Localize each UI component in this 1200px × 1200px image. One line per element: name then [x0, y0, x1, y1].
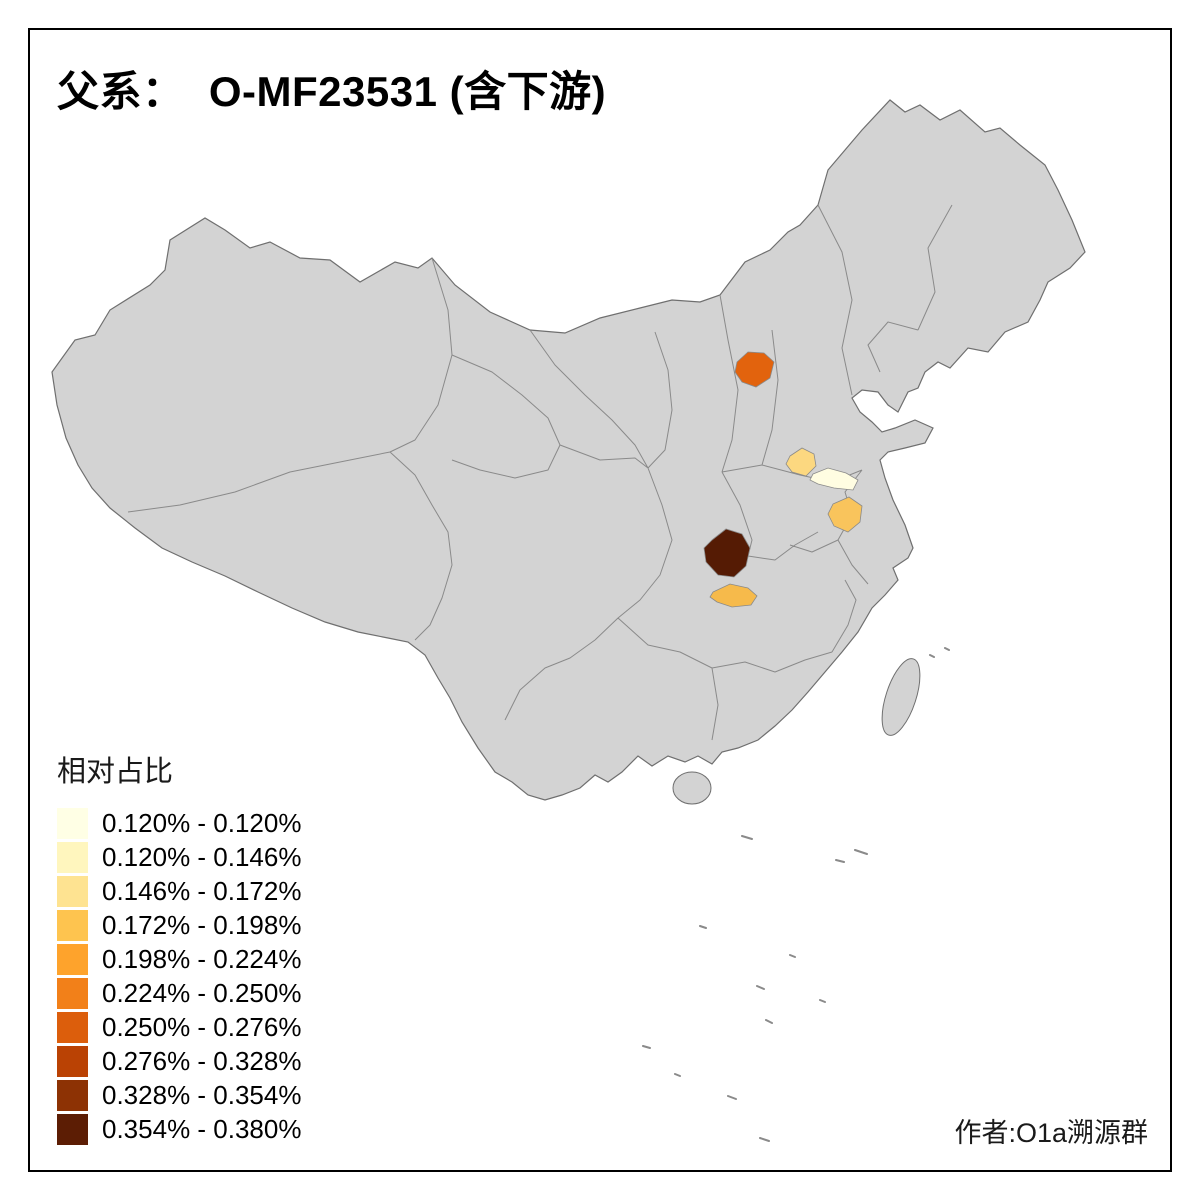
legend-item: 0.276% - 0.328%: [57, 1044, 301, 1078]
legend-label: 0.354% - 0.380%: [102, 1113, 302, 1144]
legend-label: 0.276% - 0.328%: [102, 1045, 302, 1076]
legend-label: 0.250% - 0.276%: [102, 1011, 302, 1042]
page-title: 父系： O-MF23531 (含下游): [57, 68, 607, 115]
legend-label: 0.120% - 0.120%: [102, 807, 302, 838]
legend-swatch: [57, 841, 88, 873]
author-credit: 作者:O1a溯源群: [954, 1118, 1148, 1148]
legend-label: 0.328% - 0.354%: [102, 1079, 302, 1110]
legend-item: 0.120% - 0.146%: [57, 840, 301, 874]
legend-label: 0.224% - 0.250%: [102, 977, 302, 1008]
legend-item: 0.328% - 0.354%: [57, 1078, 301, 1112]
taiwan-island: [881, 658, 921, 736]
legend-item: 0.198% - 0.224%: [57, 942, 301, 976]
highlight-region-shanxi: [734, 351, 775, 388]
legend-swatch: [57, 977, 88, 1009]
legend-label: 0.172% - 0.198%: [102, 909, 302, 940]
highlight-region-anhui: [827, 496, 863, 533]
legend-item: 0.354% - 0.380%: [57, 1112, 301, 1146]
legend-swatch: [57, 807, 88, 839]
legend-swatch: [57, 943, 88, 975]
legend-label: 0.198% - 0.224%: [102, 943, 302, 974]
legend-item: 0.224% - 0.250%: [57, 976, 301, 1010]
legend-swatch: [57, 909, 88, 941]
legend-swatch: [57, 1079, 88, 1111]
legend-label: 0.120% - 0.146%: [102, 841, 302, 872]
legend-swatch: [57, 1045, 88, 1077]
legend-item: 0.172% - 0.198%: [57, 908, 301, 942]
legend-title: 相对占比: [57, 756, 174, 788]
legend: 相对占比 0.120% - 0.120% 0.120% - 0.146% 0.146…: [57, 748, 301, 1146]
legend-swatch: [57, 875, 88, 907]
south-china-sea-islands: [642, 647, 950, 1142]
highlight-region-chongqing: [703, 528, 751, 578]
province-borders: [127, 204, 953, 741]
legend-item: 0.146% - 0.172%: [57, 874, 301, 908]
legend-label: 0.146% - 0.172%: [102, 875, 302, 906]
legend-items: 0.120% - 0.120% 0.120% - 0.146% 0.146% - 0…: [57, 806, 301, 1146]
highlight-region-henan: [785, 447, 817, 477]
legend-item: 0.120% - 0.120%: [57, 806, 301, 840]
hainan-island: [672, 771, 712, 805]
legend-swatch: [57, 1011, 88, 1043]
highlight-region-hunan: [709, 583, 758, 608]
china-mainland: [51, 99, 1086, 801]
legend-swatch: [57, 1113, 88, 1145]
highlight-region-east-pale: [809, 467, 859, 491]
legend-item: 0.250% - 0.276%: [57, 1010, 301, 1044]
